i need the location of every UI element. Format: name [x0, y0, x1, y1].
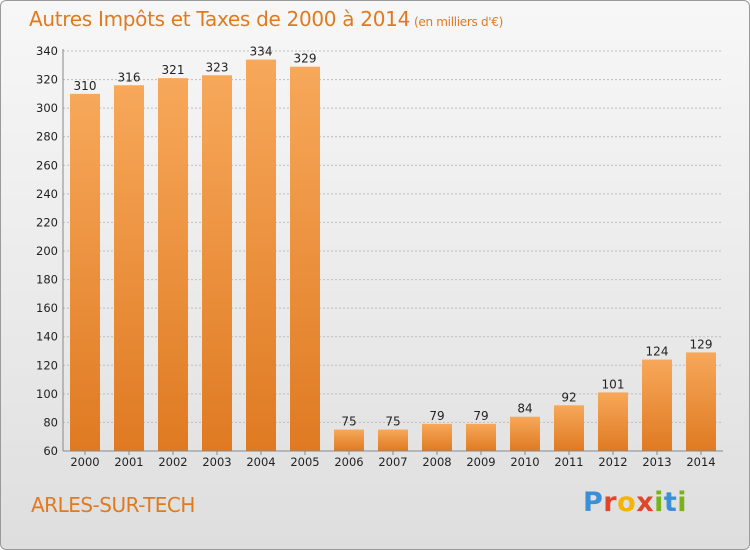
bar-2003 [202, 75, 232, 452]
bar-2014 [686, 352, 716, 451]
data-label: 316 [118, 70, 141, 84]
x-tick-label: 2006 [334, 455, 363, 469]
proxiti-logo[interactable]: Proxiti [583, 487, 687, 518]
bar-2010 [510, 416, 540, 451]
data-label: 92 [561, 390, 576, 404]
bar-2012 [598, 392, 628, 451]
y-tick-label: 180 [36, 273, 58, 287]
x-tick-label: 2012 [598, 455, 627, 469]
x-tick-label: 2000 [70, 455, 99, 469]
data-label: 329 [294, 52, 317, 66]
bar-2006 [334, 429, 364, 451]
x-tick-label: 2011 [554, 455, 583, 469]
y-tick-label: 100 [36, 387, 58, 401]
brand-letter: r [603, 487, 618, 518]
y-tick-label: 340 [36, 44, 58, 58]
y-tick-label: 80 [43, 415, 58, 429]
x-tick-label: 2004 [246, 455, 275, 469]
bar-2008 [422, 423, 452, 451]
brand-letter: o [617, 487, 637, 518]
bar-2001 [114, 85, 144, 452]
data-label: 75 [341, 415, 356, 429]
y-tick-label: 260 [36, 158, 58, 172]
brand-letter: P [583, 487, 604, 518]
bar-2011 [554, 405, 584, 451]
bars [70, 59, 716, 452]
x-tick-label: 2014 [686, 455, 715, 469]
y-tick-label: 320 [36, 73, 58, 87]
data-label: 79 [429, 409, 444, 423]
data-label: 129 [690, 337, 713, 351]
data-label: 334 [250, 45, 273, 59]
bar-2007 [378, 429, 408, 451]
x-tick-label: 2005 [290, 455, 319, 469]
brand-letter: x [636, 487, 655, 518]
y-tick-label: 200 [36, 244, 58, 258]
data-label: 84 [517, 402, 532, 416]
x-tick-label: 2010 [510, 455, 539, 469]
x-tick-label: 2007 [378, 455, 407, 469]
bar-2004 [246, 59, 276, 451]
data-label: 323 [206, 60, 229, 74]
data-label: 75 [385, 415, 400, 429]
bar-2013 [642, 359, 672, 451]
commune-name: ARLES-SUR-TECH [31, 493, 195, 517]
chart-title-text: Autres Impôts et Taxes de 2000 à 2014 [29, 7, 410, 31]
data-labels: 310 316 321 323 334 329 75 75 79 79 84 92 101 124 129 [74, 45, 713, 429]
x-tick-label: 2008 [422, 455, 451, 469]
y-tick-label: 140 [36, 330, 58, 344]
data-label: 79 [473, 409, 488, 423]
chart-subtitle: (en milliers d'€) [414, 15, 504, 29]
bar-2005 [290, 66, 320, 451]
bar-2009 [466, 423, 496, 451]
y-tick-label: 220 [36, 215, 58, 229]
y-tick-label: 240 [36, 187, 58, 201]
y-tick-label: 60 [43, 444, 58, 458]
data-label: 124 [646, 345, 669, 359]
bar-2000 [70, 93, 100, 451]
bar-2002 [158, 78, 188, 452]
axes: 60 80 100 120 140 160 180 200 220 240 260 280 300 320… [36, 44, 723, 469]
brand-letter: i [677, 487, 688, 518]
y-tick-label: 120 [36, 358, 58, 372]
x-tick-label: 2013 [642, 455, 671, 469]
x-tick-label: 2009 [466, 455, 495, 469]
data-label: 310 [74, 79, 97, 93]
x-tick-label: 2002 [158, 455, 187, 469]
y-tick-label: 300 [36, 101, 58, 115]
brand-letter: i [654, 487, 664, 518]
x-tick-label: 2003 [202, 455, 231, 469]
data-label: 101 [602, 377, 625, 391]
brand-letter: t [663, 487, 678, 518]
y-tick-label: 160 [36, 301, 58, 315]
chart-title: Autres Impôts et Taxes de 2000 à 2014 (en… [29, 7, 503, 31]
y-tick-label: 280 [36, 130, 58, 144]
x-tick-label: 2001 [114, 455, 143, 469]
data-label: 321 [162, 63, 185, 77]
